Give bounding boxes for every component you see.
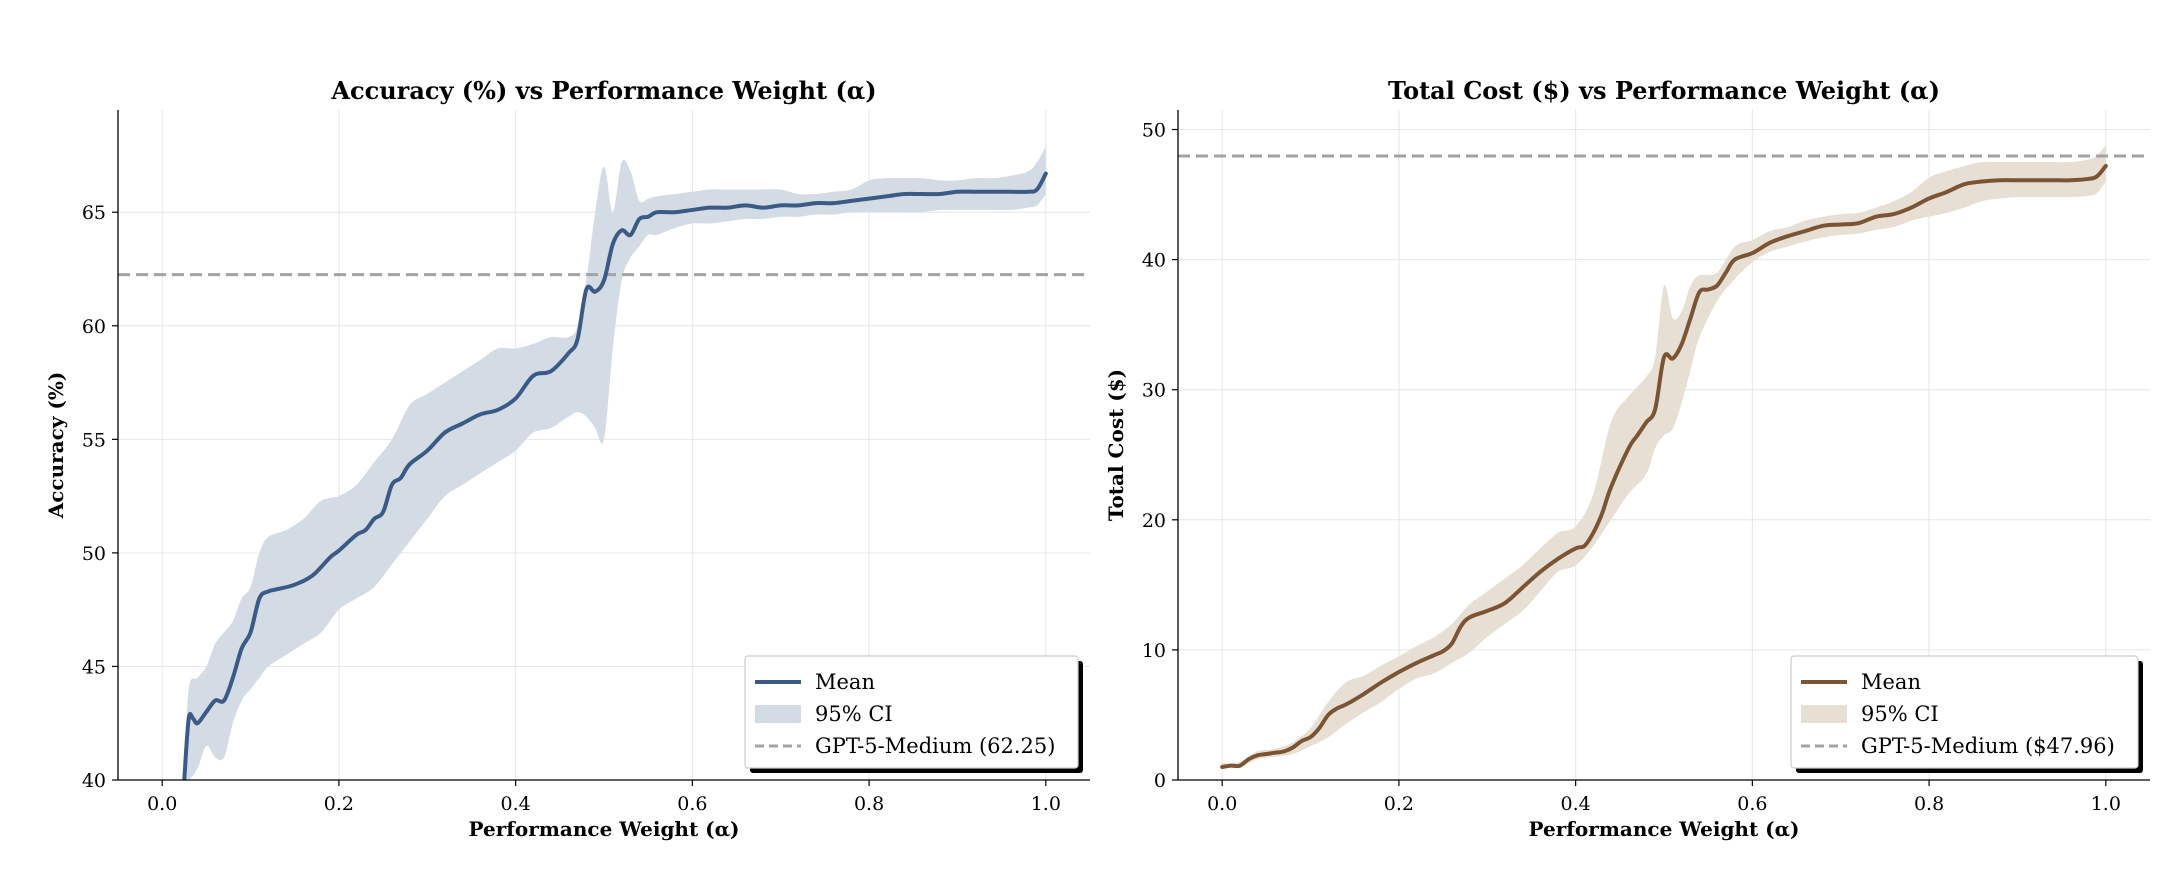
x-tick-label: 1.0 bbox=[1031, 793, 1061, 815]
y-tick-label: 50 bbox=[1142, 120, 1166, 142]
ci-band bbox=[184, 146, 1046, 780]
y-tick-label: 40 bbox=[82, 770, 106, 792]
legend-box bbox=[1790, 655, 2139, 769]
x-tick-label: 1.0 bbox=[2091, 793, 2121, 815]
x-tick-label: 0.4 bbox=[1561, 793, 1591, 815]
x-tick-label: 0.8 bbox=[854, 793, 884, 815]
legend-reference-label: GPT-5-Medium ($47.96) bbox=[1861, 734, 2115, 758]
x-tick-label: 0.2 bbox=[1384, 793, 1414, 815]
chart-title: Accuracy (%) vs Performance Weight (α) bbox=[330, 76, 876, 105]
legend: Mean 95% CI GPT-5-Medium ($47.96) bbox=[1790, 655, 2139, 769]
mean-line bbox=[182, 171, 1048, 780]
legend: Mean 95% CI GPT-5-Medium (62.25) bbox=[744, 655, 1079, 769]
x-tick-label: 0.6 bbox=[677, 793, 707, 815]
mean-line bbox=[1220, 163, 2108, 769]
y-tick-label: 50 bbox=[82, 543, 106, 565]
legend-ci-label: 95% CI bbox=[815, 702, 893, 726]
y-tick-label: 0 bbox=[1154, 770, 1166, 792]
total-cost-chart: 0.0 0.2 0.4 0.6 0.8 1.0 0 10 20 30 40 50 Total Cost … bbox=[1104, 76, 2150, 841]
x-axis-label: Performance Weight (α) bbox=[469, 817, 740, 841]
legend-ci-label: 95% CI bbox=[1861, 702, 1939, 726]
y-tick-label: 65 bbox=[82, 202, 106, 224]
plot-area bbox=[1178, 145, 2150, 769]
chart-title: Total Cost ($) vs Performance Weight (α) bbox=[1388, 76, 1940, 105]
legend-mean-label: Mean bbox=[815, 670, 875, 694]
y-tick-label: 20 bbox=[1142, 510, 1166, 532]
x-tick-label: 0.0 bbox=[147, 793, 177, 815]
y-axis-label: Total Cost ($) bbox=[1104, 369, 1128, 521]
x-axis-label: Performance Weight (α) bbox=[1529, 817, 1800, 841]
y-tick-label: 60 bbox=[82, 316, 106, 338]
y-tick-label: 55 bbox=[82, 429, 106, 451]
x-tick-label: 0.0 bbox=[1207, 793, 1237, 815]
y-tick-label: 40 bbox=[1142, 250, 1166, 272]
x-tick-label: 0.6 bbox=[1737, 793, 1767, 815]
plot-area bbox=[118, 146, 1090, 780]
y-tick-label: 30 bbox=[1142, 380, 1166, 402]
y-axis-label: Accuracy (%) bbox=[44, 372, 68, 520]
legend-reference-label: GPT-5-Medium (62.25) bbox=[815, 734, 1055, 758]
x-tick-label: 0.2 bbox=[324, 793, 354, 815]
legend-mean-label: Mean bbox=[1861, 670, 1921, 694]
legend-ci-swatch bbox=[755, 705, 801, 723]
y-tick-label: 45 bbox=[82, 656, 106, 678]
x-tick-label: 0.8 bbox=[1914, 793, 1944, 815]
y-tick-label: 10 bbox=[1142, 640, 1166, 662]
legend-ci-swatch bbox=[1801, 705, 1847, 723]
legend-box bbox=[744, 655, 1079, 769]
x-tick-label: 0.4 bbox=[501, 793, 531, 815]
accuracy-chart: 0.0 0.2 0.4 0.6 0.8 1.0 40 45 50 55 60 65 Accuracy (… bbox=[44, 76, 1090, 841]
